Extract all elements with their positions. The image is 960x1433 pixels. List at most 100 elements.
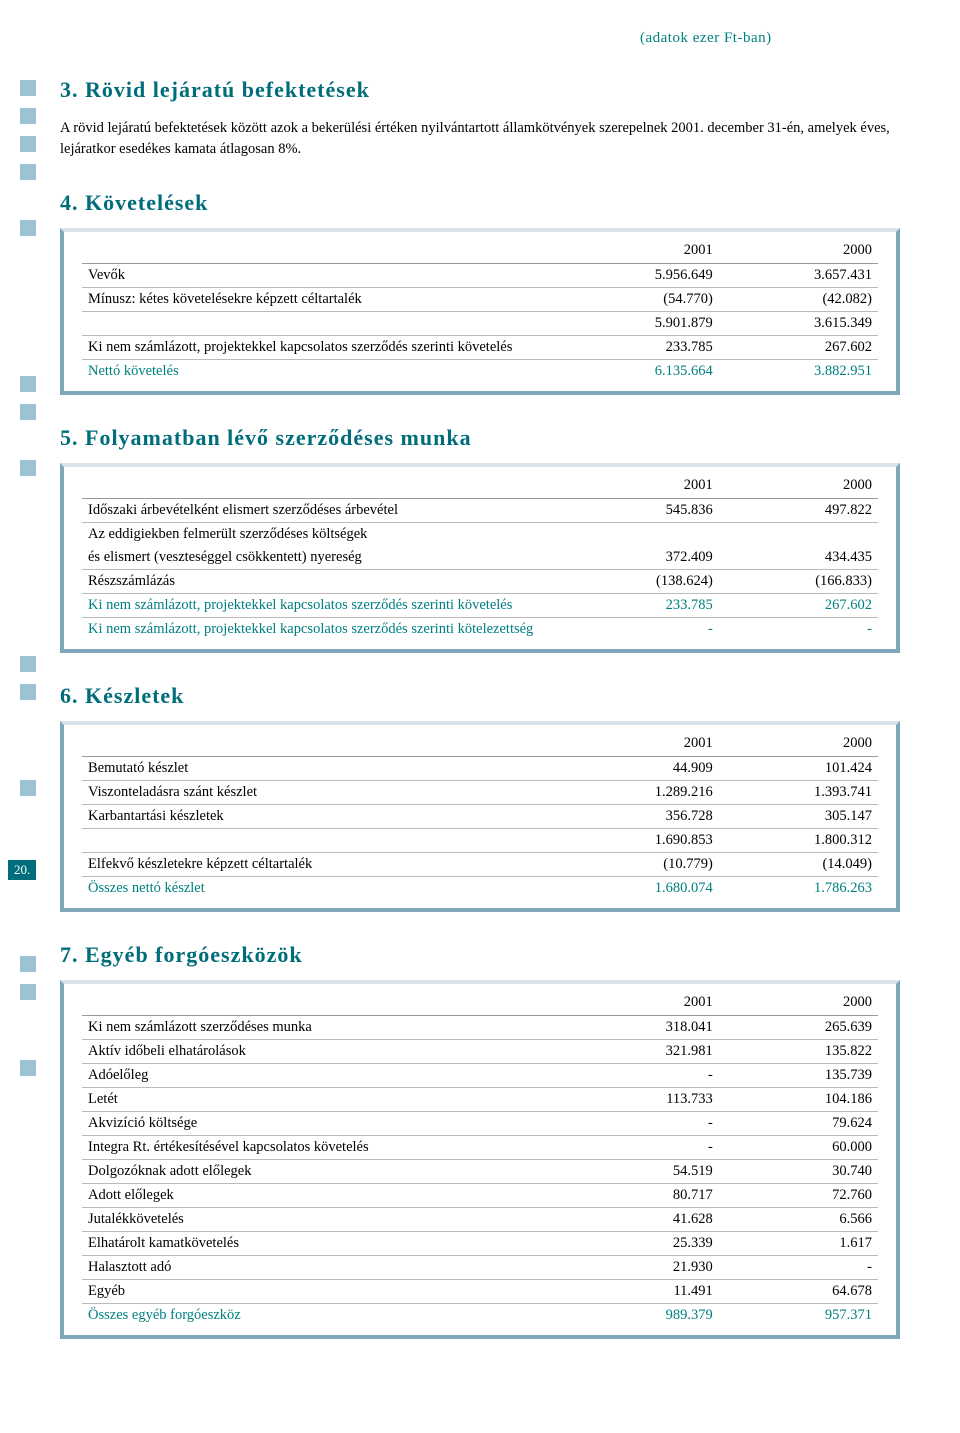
col-label: [82, 731, 560, 757]
row-value-2001: [560, 522, 719, 546]
table-5-wrap: 2001 2000 Időszaki árbevételként elismer…: [60, 463, 900, 653]
row-label: Ki nem számlázott, projektekkel kapcsola…: [82, 593, 560, 617]
row-value-2001: 113.733: [560, 1087, 719, 1111]
row-label: Egyéb: [82, 1279, 560, 1303]
table-4-body: Vevők5.956.6493.657.431Mínusz: kétes köv…: [82, 263, 878, 383]
row-value-2001: (10.779): [560, 852, 719, 876]
row-label: Akvizíció költsége: [82, 1111, 560, 1135]
square-icon: [20, 984, 36, 1000]
col-2000: 2000: [719, 731, 878, 757]
row-value-2001: (138.624): [560, 569, 719, 593]
row-label: Dolgozóknak adott előlegek: [82, 1159, 560, 1183]
row-label: Ki nem számlázott szerződéses munka: [82, 1015, 560, 1039]
row-value-2001: 80.717: [560, 1183, 719, 1207]
row-label: Bemutató készlet: [82, 756, 560, 780]
table-6-body: Bemutató készlet44.909101.424Viszontelad…: [82, 756, 878, 900]
row-value-2001: 5.956.649: [560, 263, 719, 287]
row-label: Nettó követelés: [82, 359, 560, 383]
table-5-body: Időszaki árbevételként elismert szerződé…: [82, 498, 878, 641]
row-value-2001: 233.785: [560, 593, 719, 617]
row-value-2000: 60.000: [719, 1135, 878, 1159]
row-value-2000: 434.435: [719, 546, 878, 570]
table-row: Ki nem számlázott, projektekkel kapcsola…: [82, 593, 878, 617]
col-2000: 2000: [719, 238, 878, 264]
row-value-2001: 25.339: [560, 1231, 719, 1255]
row-label: Ki nem számlázott, projektekkel kapcsola…: [82, 617, 560, 641]
row-label: Az eddigiekben felmerült szerződéses köl…: [82, 522, 560, 546]
square-icon: [20, 780, 36, 796]
col-label: [82, 238, 560, 264]
table-row: Összes egyéb forgóeszköz989.379957.371: [82, 1303, 878, 1327]
table-row: Mínusz: kétes követelésekre képzett célt…: [82, 287, 878, 311]
decorative-squares: [20, 80, 36, 1088]
row-value-2001: -: [560, 1063, 719, 1087]
row-value-2000: 3.657.431: [719, 263, 878, 287]
row-value-2000: (166.833): [719, 569, 878, 593]
row-value-2001: 21.930: [560, 1255, 719, 1279]
row-label: Vevők: [82, 263, 560, 287]
table-row: Részszámlázás(138.624)(166.833): [82, 569, 878, 593]
row-value-2000: 1.786.263: [719, 876, 878, 900]
table-row: Bemutató készlet44.909101.424: [82, 756, 878, 780]
row-label: Integra Rt. értékesítésével kapcsolatos …: [82, 1135, 560, 1159]
row-value-2000: 1.800.312: [719, 828, 878, 852]
square-icon: [20, 404, 36, 420]
table-row: Karbantartási készletek356.728305.147: [82, 804, 878, 828]
table-row: Az eddigiekben felmerült szerződéses köl…: [82, 522, 878, 546]
row-label: Ki nem számlázott, projektekkel kapcsola…: [82, 335, 560, 359]
page: 20. (adatok ezer Ft-ban) 3. Rövid lejára…: [0, 0, 960, 1389]
col-2001: 2001: [560, 731, 719, 757]
row-label: Halasztott adó: [82, 1255, 560, 1279]
square-icon: [20, 684, 36, 700]
row-value-2001: 1.690.853: [560, 828, 719, 852]
section-3-intro: A rövid lejáratú befektetések között azo…: [60, 118, 900, 160]
col-label: [82, 473, 560, 499]
row-label: [82, 311, 560, 335]
row-value-2000: (42.082): [719, 287, 878, 311]
table-row: és elismert (veszteséggel csökkentett) n…: [82, 546, 878, 570]
square-icon: [20, 164, 36, 180]
row-label: Összes egyéb forgóeszköz: [82, 1303, 560, 1327]
row-value-2000: [719, 522, 878, 546]
section-heading-6: 6. Készletek: [60, 683, 900, 709]
row-label: Aktív időbeli elhatárolások: [82, 1039, 560, 1063]
table-row: Jutalékkövetelés41.6286.566: [82, 1207, 878, 1231]
row-label: [82, 828, 560, 852]
row-value-2001: 41.628: [560, 1207, 719, 1231]
row-value-2000: 305.147: [719, 804, 878, 828]
row-value-2000: 135.822: [719, 1039, 878, 1063]
table-6: 2001 2000 Bemutató készlet44.909101.424V…: [82, 731, 878, 900]
square-icon: [20, 136, 36, 152]
row-value-2000: 267.602: [719, 593, 878, 617]
row-label: Mínusz: kétes követelésekre képzett célt…: [82, 287, 560, 311]
row-value-2000: 135.739: [719, 1063, 878, 1087]
row-value-2001: 321.981: [560, 1039, 719, 1063]
col-2001: 2001: [560, 990, 719, 1016]
row-value-2000: 3.615.349: [719, 311, 878, 335]
table-row: Aktív időbeli elhatárolások321.981135.82…: [82, 1039, 878, 1063]
row-value-2001: 1.680.074: [560, 876, 719, 900]
row-value-2001: 5.901.879: [560, 311, 719, 335]
table-row: Vevők5.956.6493.657.431: [82, 263, 878, 287]
row-value-2001: 233.785: [560, 335, 719, 359]
row-label: Elfekvő készletekre képzett céltartalék: [82, 852, 560, 876]
row-value-2001: -: [560, 617, 719, 641]
table-row: Adóelőleg-135.739: [82, 1063, 878, 1087]
row-label: Letét: [82, 1087, 560, 1111]
table-row: Összes nettó készlet1.680.0741.786.263: [82, 876, 878, 900]
table-row: Letét113.733104.186: [82, 1087, 878, 1111]
row-label: Adóelőleg: [82, 1063, 560, 1087]
row-value-2001: 11.491: [560, 1279, 719, 1303]
col-2001: 2001: [560, 238, 719, 264]
row-value-2000: 72.760: [719, 1183, 878, 1207]
row-value-2000: 64.678: [719, 1279, 878, 1303]
table-row: Integra Rt. értékesítésével kapcsolatos …: [82, 1135, 878, 1159]
col-2000: 2000: [719, 990, 878, 1016]
table-row: Egyéb11.49164.678: [82, 1279, 878, 1303]
page-number-badge: 20.: [8, 860, 36, 880]
table-7-body: Ki nem számlázott szerződéses munka318.0…: [82, 1015, 878, 1327]
square-icon: [20, 108, 36, 124]
row-label: Karbantartási készletek: [82, 804, 560, 828]
unit-note: (adatok ezer Ft-ban): [640, 30, 900, 47]
row-label: Elhatárolt kamatkövetelés: [82, 1231, 560, 1255]
